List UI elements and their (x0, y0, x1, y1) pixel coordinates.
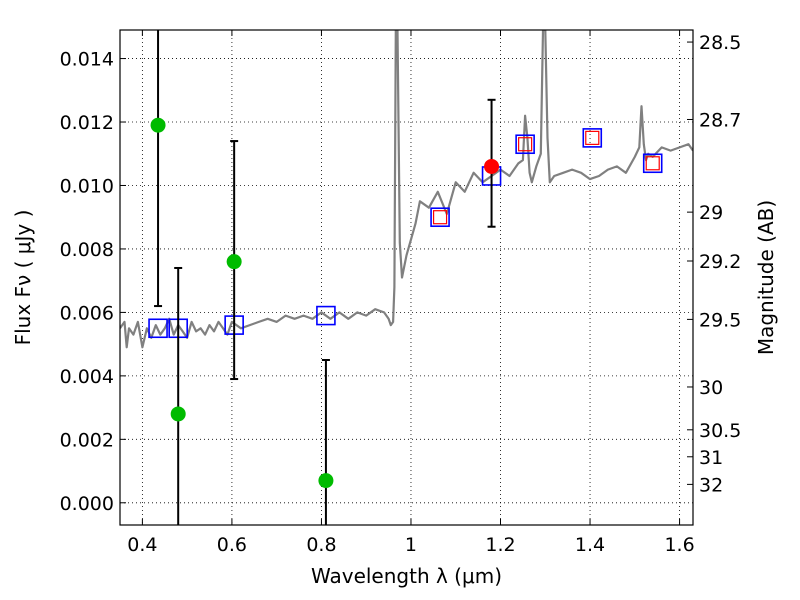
mag-tick-label: 29.5 (699, 309, 741, 331)
mag-tick-label: 30 (699, 377, 723, 399)
model-photometry-square (642, 153, 663, 174)
x-axis-label: Wavelength λ (μm) (311, 564, 502, 588)
axis-ticks: 0.4 0.6 0.8 1 1.2 1.4 1.6 0.000 0.002 0.004 0.006 0… (60, 30, 741, 556)
y-tick-label: 0.006 (60, 302, 114, 324)
optical-flux-point (150, 117, 166, 133)
optical-flux-point (170, 406, 186, 422)
x-tick-label: 1.6 (664, 534, 694, 556)
mag-tick-label: 30.5 (699, 420, 741, 442)
model-spectrum-line (120, 30, 693, 349)
model-photometry-square (148, 318, 168, 339)
x-tick-label: 0.8 (306, 534, 336, 556)
optical-flux-point (318, 473, 334, 489)
x-tick-label: 1.4 (575, 534, 605, 556)
mag-tick-label: 32 (699, 474, 723, 496)
observed-photometry-square (432, 210, 448, 225)
y-tick-label: 0.012 (60, 112, 114, 134)
observed-photometry-square (645, 156, 660, 171)
x-tick-label: 0.6 (217, 534, 247, 556)
model-photometry-square (316, 305, 336, 326)
y-tick-label: 0.010 (60, 175, 114, 197)
plot-area (120, 30, 693, 525)
y-tick-label: 0.002 (60, 429, 114, 451)
y-tick-label: 0.008 (60, 239, 114, 261)
plot-frame (119, 29, 694, 526)
mag-tick-label: 31 (699, 447, 723, 469)
y-tick-label: 0.014 (60, 49, 114, 71)
x-tick-label: 1.2 (485, 534, 515, 556)
observed-photometry-square (585, 130, 600, 145)
y-axis-label-right: Magnitude (AB) (754, 200, 778, 355)
model-photometry-square (430, 207, 450, 228)
model-photometry-square (582, 128, 603, 148)
mag-tick-label: 28.7 (699, 109, 741, 131)
x-tick-label: 1 (405, 534, 417, 556)
mag-tick-label: 28.5 (699, 32, 741, 54)
mag-tick-label: 29 (699, 202, 723, 224)
y-tick-label: 0.004 (60, 366, 114, 388)
y-axis-label-left: Flux Fν ( μJy ) (11, 210, 35, 346)
observed-photometry-square (518, 137, 533, 152)
optical-flux-point (226, 254, 242, 270)
x-tick-label: 0.4 (127, 534, 157, 556)
mag-tick-label: 29.2 (699, 251, 741, 273)
y-tick-label: 0.000 (60, 493, 114, 515)
model-photometry-square (515, 134, 535, 155)
grid (120, 30, 693, 525)
detection-point (484, 158, 500, 174)
